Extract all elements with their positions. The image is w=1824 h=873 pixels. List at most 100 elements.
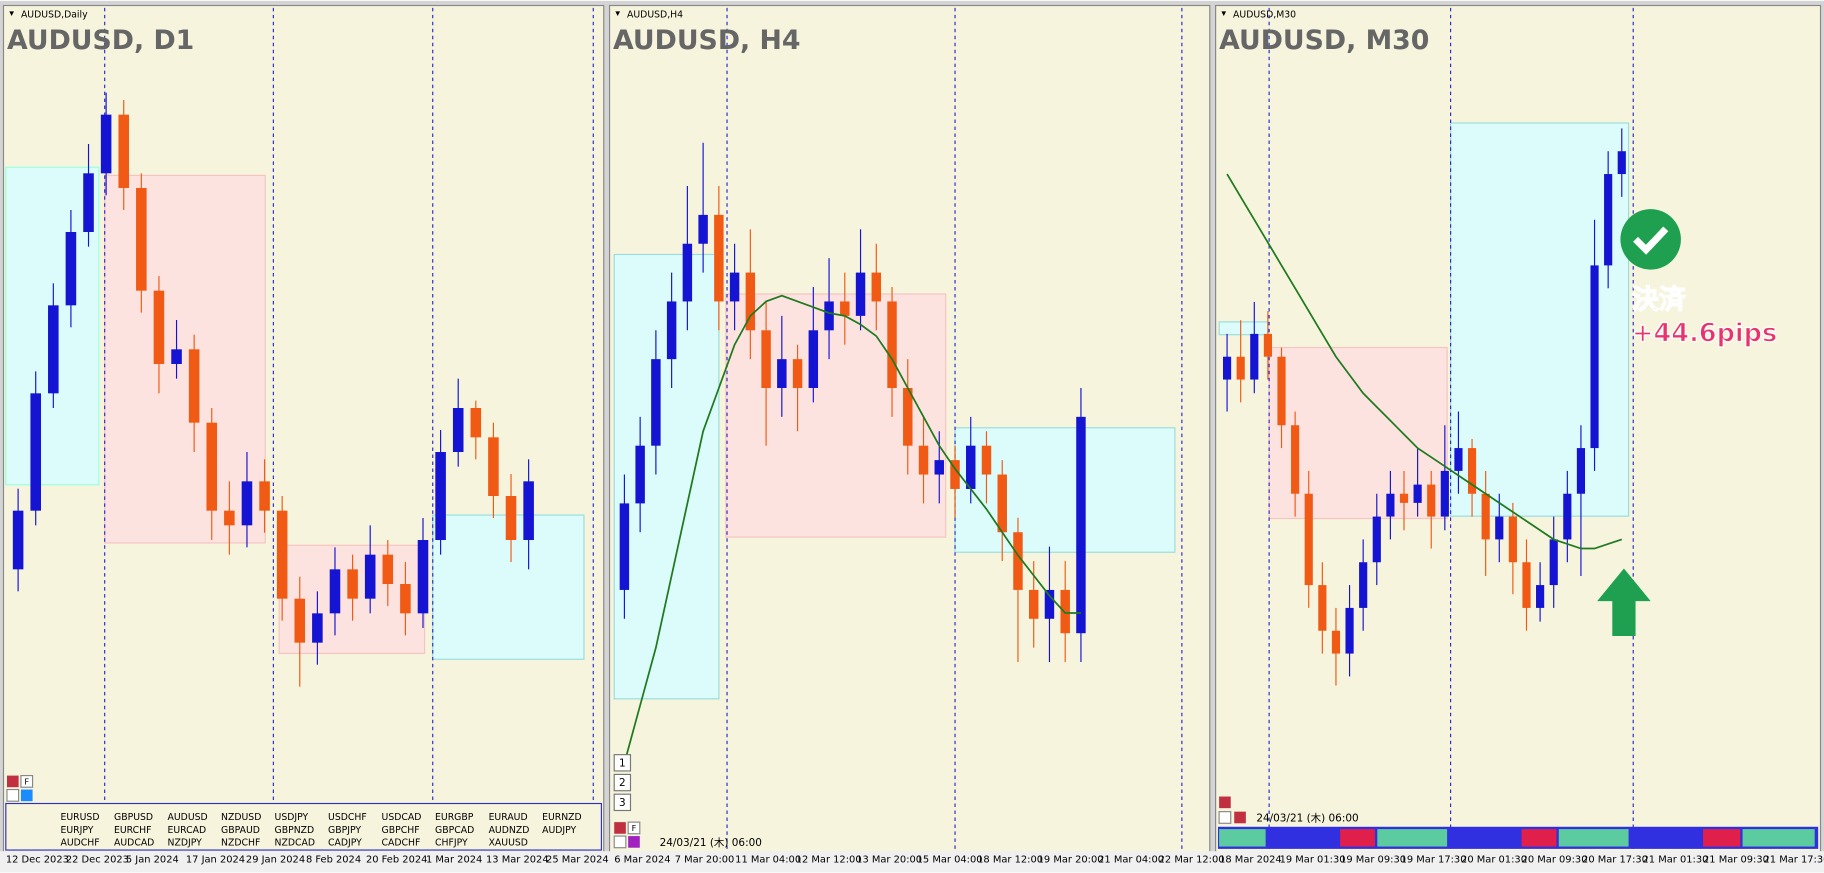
symbol[interactable]: XAUUSD: [489, 838, 528, 849]
symbol[interactable]: EURCAD: [168, 825, 207, 836]
button[interactable]: [627, 821, 641, 835]
flag-button[interactable]: F: [632, 823, 637, 833]
x-tick-label: 6 Mar 2024: [614, 854, 670, 865]
candle-body: [966, 445, 976, 489]
candle-body: [1590, 265, 1599, 449]
symbol[interactable]: EURJPY: [60, 825, 93, 836]
candle-body: [523, 481, 534, 541]
zone: [725, 293, 947, 538]
symbol[interactable]: CADCHF: [382, 838, 421, 849]
candle-body: [1467, 448, 1477, 494]
symbol[interactable]: EURAUD: [489, 812, 528, 823]
symbol[interactable]: GBPCAD: [435, 825, 474, 836]
candle-body: [1359, 562, 1368, 608]
candle-body: [1291, 425, 1300, 494]
button[interactable]: [20, 789, 33, 802]
bar-seg: [1340, 829, 1375, 847]
flag-button[interactable]: F: [24, 776, 29, 786]
panel-marker: [1221, 11, 1227, 16]
candle-body: [153, 290, 165, 364]
symbol[interactable]: USDCAD: [382, 812, 422, 823]
candle-body: [294, 598, 306, 643]
candle-body: [714, 214, 724, 302]
symbol[interactable]: AUDCAD: [114, 838, 154, 849]
x-tick-label: 21 Mar 09:30: [1703, 854, 1769, 865]
candle-body: [364, 554, 376, 599]
symbol[interactable]: EURUSD: [60, 812, 99, 823]
panel-button[interactable]: 2: [619, 777, 626, 789]
candle-body: [1318, 585, 1327, 631]
button[interactable]: [1234, 811, 1246, 824]
candle-body: [1222, 356, 1232, 380]
symbol[interactable]: NZDCHF: [221, 838, 260, 849]
candle-body: [1076, 416, 1086, 634]
x-tick-label: 8 Feb 2024: [306, 854, 361, 865]
symbol[interactable]: AUDNZD: [489, 825, 530, 836]
x-tick-label: 20 Mar 01:30: [1461, 854, 1527, 865]
symbol[interactable]: USDJPY: [275, 812, 309, 823]
button[interactable]: [613, 754, 632, 772]
symbol[interactable]: GBPJPY: [328, 825, 361, 836]
candle-body: [1495, 516, 1504, 540]
symbol[interactable]: NZDJPY: [168, 838, 203, 849]
candle-body: [1508, 516, 1517, 563]
symbol[interactable]: EURCHF: [114, 825, 152, 836]
symbol[interactable]: GBPAUD: [221, 825, 260, 836]
button[interactable]: [613, 773, 632, 792]
candle-body: [777, 359, 787, 388]
symbol[interactable]: CADJPY: [328, 838, 362, 849]
panel-button[interactable]: 1: [619, 757, 626, 769]
bar-seg: [1742, 829, 1815, 847]
candle-body: [1413, 484, 1422, 503]
button[interactable]: [613, 835, 627, 849]
symbol[interactable]: NZDUSD: [221, 812, 261, 823]
candle-body: [435, 452, 446, 541]
panel-marker: [9, 11, 14, 16]
zone: [1218, 321, 1269, 336]
chart-title: AUDUSD, M30: [1219, 25, 1429, 56]
button[interactable]: [6, 775, 19, 788]
timestamp: 24/03/21 (木) 06:00: [660, 837, 762, 849]
button[interactable]: [20, 775, 34, 788]
candle-body: [276, 510, 288, 599]
symbol[interactable]: EURGBP: [435, 812, 474, 823]
candle-body: [1331, 630, 1341, 654]
candle-body: [206, 422, 218, 511]
button[interactable]: [6, 788, 20, 802]
symbol[interactable]: EURNZD: [542, 812, 582, 823]
symbol[interactable]: NZDCAD: [275, 838, 316, 849]
button[interactable]: [613, 793, 632, 812]
button[interactable]: [614, 822, 626, 834]
annotation-result: +44.6pips: [1632, 319, 1777, 349]
symbol[interactable]: CHFJPY: [435, 838, 468, 849]
candle-body: [1304, 493, 1313, 586]
button[interactable]: [1218, 811, 1232, 824]
symbol[interactable]: AUDCHF: [60, 838, 99, 849]
candle-body: [382, 554, 394, 585]
candle-body: [1060, 589, 1070, 634]
symbol[interactable]: AUDJPY: [542, 825, 576, 836]
symbol[interactable]: USDCHF: [328, 812, 367, 823]
candle-body: [171, 349, 182, 364]
symbol[interactable]: GBPNZD: [275, 825, 315, 836]
candle-body: [792, 359, 803, 388]
x-tick-label: 21 Mar 17:30: [1764, 854, 1824, 865]
panel-button[interactable]: 3: [619, 797, 626, 809]
symbol[interactable]: GBPCHF: [382, 825, 420, 836]
candle-body: [1563, 493, 1572, 540]
candle-body: [729, 272, 740, 302]
candle-body: [635, 445, 645, 504]
candle-body: [981, 445, 992, 475]
panel-marker: [615, 11, 621, 16]
button[interactable]: [628, 836, 640, 848]
candle-body: [808, 330, 819, 388]
x-tick-label: 18 Mar 12:00: [977, 854, 1043, 865]
x-tick-label: 29 Jan 2024: [246, 854, 305, 865]
button[interactable]: [1219, 796, 1231, 809]
symbol[interactable]: GBPUSD: [114, 812, 153, 823]
moving-average: [1226, 173, 1623, 550]
symbol[interactable]: AUDUSD: [168, 812, 208, 823]
candle-body: [1372, 516, 1381, 563]
